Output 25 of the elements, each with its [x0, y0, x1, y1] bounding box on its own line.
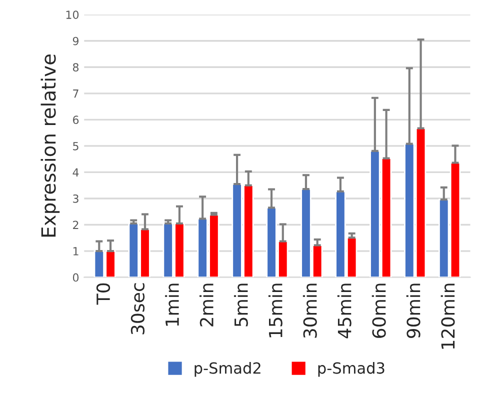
y-tick-label: 3 — [73, 194, 78, 203]
y-tick-label: 4 — [72, 168, 79, 176]
y-tick-label: 9 — [72, 36, 79, 46]
y-tick-label: 10 — [66, 10, 79, 19]
y-tick-label: 0 — [72, 273, 79, 282]
legend-label: p-Smad2 — [194, 362, 260, 377]
y-tick-label: 6 — [72, 116, 79, 124]
x-tick-label: 2min — [200, 284, 214, 326]
y-axis-title: Expression relative — [40, 54, 60, 237]
x-tick-label: 15min — [268, 284, 282, 338]
x-tick-label: 5min — [234, 284, 248, 326]
y-tick-label: 2 — [73, 220, 78, 229]
x-tick-label: 60min — [372, 284, 386, 338]
y-tick-label: 5 — [73, 142, 78, 150]
x-tick-label: 1min — [165, 284, 179, 326]
x-tick-label: 120min — [440, 284, 455, 349]
x-tick-label: T0 — [96, 283, 110, 305]
x-tick-label: 30min — [302, 284, 317, 338]
y-tick-label: 7 — [73, 90, 78, 98]
y-tick-label: 8 — [72, 63, 79, 72]
x-tick-label: 90min — [406, 284, 420, 338]
legend-label: p-Smad3 — [318, 362, 384, 377]
x-tick-label: 45min — [337, 284, 352, 338]
y-tick-label: 1 — [73, 247, 78, 256]
x-tick-label: 30sec — [130, 283, 145, 334]
